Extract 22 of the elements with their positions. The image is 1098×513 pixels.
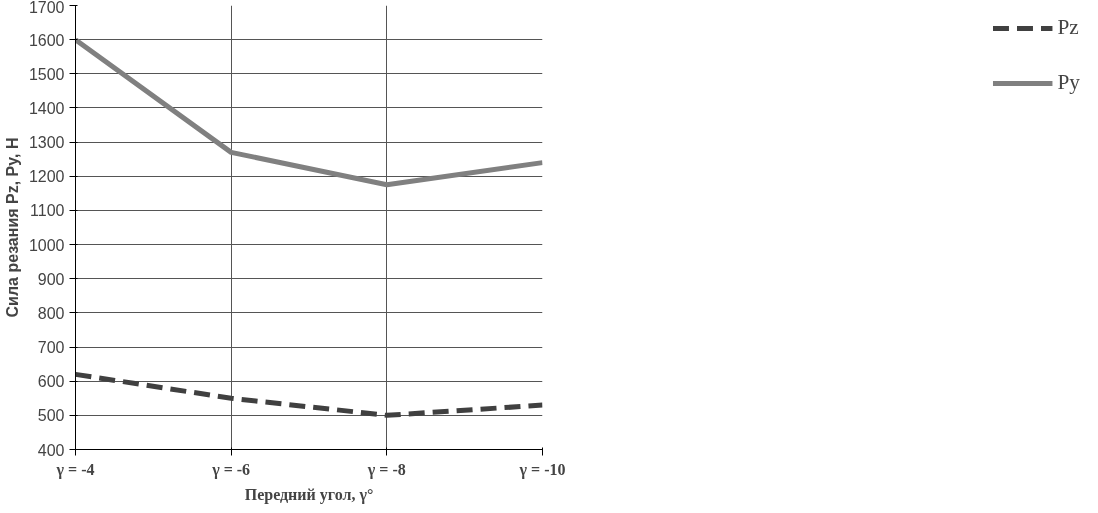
- y-tick-label: 1300: [28, 134, 65, 152]
- y-tick-label: 1600: [28, 31, 65, 49]
- y-tick-label: 1400: [28, 99, 65, 117]
- y-tick-label: 800: [37, 304, 65, 322]
- x-tick-label: γ = -6: [211, 460, 251, 479]
- y-tick-label: 600: [37, 373, 65, 391]
- y-tick-label: 1200: [28, 168, 65, 186]
- y-tick-label: 1100: [30, 202, 65, 220]
- y-axis-title: Сила резания Pz, Py, Н: [3, 137, 21, 318]
- legend-label: Pz: [1057, 15, 1079, 40]
- y-tick-label: 900: [37, 270, 65, 288]
- y-tick-label: 1700: [28, 0, 65, 16]
- y-tick-label: 1000: [28, 236, 65, 254]
- y-tick-label: 700: [37, 339, 65, 357]
- x-tick-label: γ = -10: [518, 460, 566, 479]
- x-axis-title: Передний угол, γ°: [244, 485, 374, 504]
- y-tick-label: 500: [37, 407, 65, 425]
- x-tick-label: γ = -8: [366, 460, 406, 479]
- legend-label: Py: [1057, 70, 1080, 95]
- y-tick-label: 1500: [28, 65, 65, 83]
- x-tick-label: γ = -4: [55, 460, 95, 479]
- y-tick-label: 400: [37, 441, 65, 459]
